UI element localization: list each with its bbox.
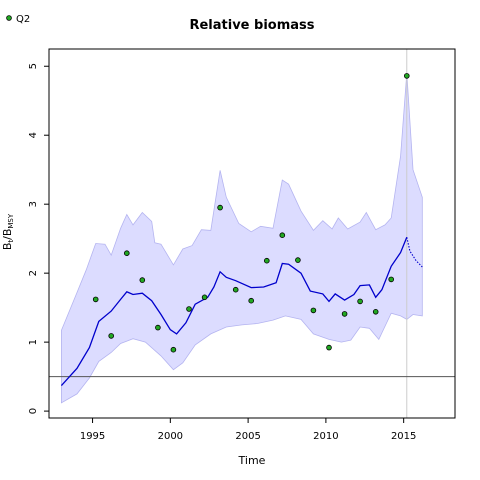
- data-point: [372, 308, 379, 315]
- y-tick-label: 4: [28, 132, 39, 138]
- x-tick-label: 2015: [391, 431, 416, 442]
- y-tick-label: 5: [28, 63, 39, 69]
- data-point: [279, 232, 286, 239]
- x-tick-label: 2010: [313, 431, 338, 442]
- axes: 1995 2000 2005 2010 2015 0 1 2 3 4 5: [28, 63, 416, 442]
- data-point: [232, 286, 239, 293]
- legend-label-q2: Q2: [16, 14, 30, 25]
- data-point: [201, 294, 208, 301]
- y-tick-label: 2: [28, 270, 39, 276]
- plot-frame: [48, 48, 456, 419]
- y-axis-title-slash: /B: [1, 229, 14, 240]
- data-point: [186, 306, 192, 312]
- data-point: [357, 298, 363, 305]
- data-point: [341, 311, 348, 317]
- data-point: [388, 276, 395, 283]
- data-point: [295, 257, 301, 263]
- legend-marker-q2: [6, 15, 12, 21]
- y-axis-title-main: B: [1, 243, 14, 251]
- x-tick-label: 2000: [158, 431, 183, 442]
- y-tick-label: 3: [28, 201, 39, 207]
- y-axis-title: Bt/BMSY: [1, 213, 15, 250]
- y-axis-title-sub1: t: [7, 240, 15, 243]
- chart-title: Relative biomass: [189, 18, 314, 33]
- y-axis-title-sub2: MSY: [7, 213, 15, 228]
- data-point: [139, 277, 146, 283]
- data-point: [403, 73, 410, 79]
- x-tick-label: 1995: [80, 431, 105, 442]
- data-point: [310, 307, 317, 314]
- plot-content: [49, 49, 455, 418]
- y-tick-label: 0: [28, 408, 39, 414]
- data-point: [263, 257, 270, 264]
- confidence-band: [61, 73, 423, 404]
- data-point: [248, 297, 255, 304]
- forecast-line: [406, 237, 423, 268]
- data-point: [155, 324, 161, 331]
- data-point: [124, 250, 130, 257]
- data-point: [326, 344, 332, 351]
- data-point: [92, 296, 99, 303]
- x-tick-label: 2005: [235, 431, 260, 442]
- data-point: [217, 204, 223, 211]
- data-point: [170, 346, 177, 353]
- data-point: [108, 333, 114, 339]
- estimate-line: [60, 237, 408, 387]
- x-axis-title: Time: [238, 454, 266, 467]
- legend: Q2: [6, 14, 30, 25]
- y-tick-label: 1: [28, 339, 39, 345]
